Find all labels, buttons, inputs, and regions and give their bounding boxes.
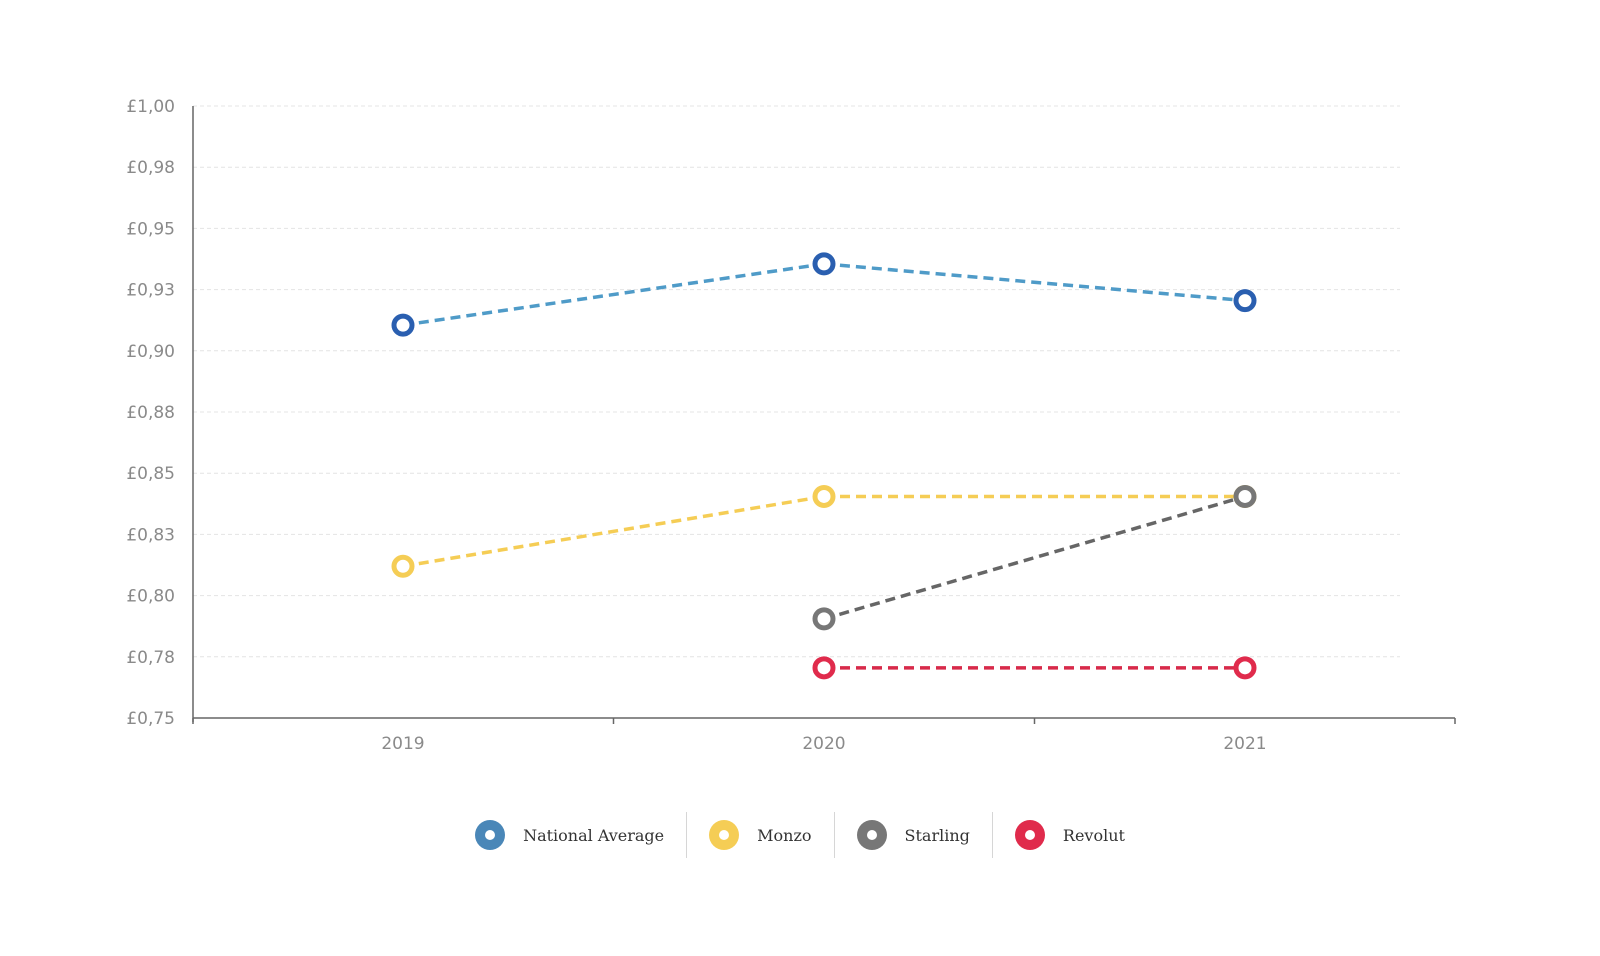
legend-label: Starling	[904, 825, 970, 845]
y-tick-label: £0,88	[126, 403, 175, 423]
y-tick-label: £0,98	[126, 158, 175, 178]
x-tick-label: 2020	[802, 734, 845, 754]
series-line-segment	[823, 262, 1246, 303]
data-point	[812, 484, 836, 508]
y-tick-label: £0,80	[126, 587, 175, 607]
gridlines	[193, 105, 1400, 658]
series-revolut	[812, 656, 1257, 680]
data-point	[812, 656, 836, 680]
data-point	[812, 607, 836, 631]
series-starling	[812, 484, 1257, 631]
series-line-segment	[823, 494, 1246, 621]
data-point	[1233, 484, 1257, 508]
y-tick-label: £0,95	[126, 219, 175, 239]
y-tick-label: £1,00	[126, 97, 175, 117]
y-tick-label: £0,90	[126, 342, 175, 362]
data-point	[391, 313, 415, 337]
legend-marker-icon	[1014, 820, 1045, 850]
x-tick-label: 2019	[381, 734, 424, 754]
x-axis-ticks: 2019 2020 2021	[381, 734, 1266, 754]
data-point	[1233, 656, 1257, 680]
axes	[192, 106, 1456, 724]
legend-item-revolut[interactable]: Revolut	[991, 812, 1147, 858]
legend-marker-icon	[856, 820, 887, 850]
data-point	[812, 252, 836, 276]
legend-marker-icon	[475, 820, 506, 850]
y-tick-label: £0,78	[126, 648, 175, 668]
legend-label: Revolut	[1062, 825, 1125, 845]
series-line-segment	[402, 262, 825, 327]
y-axis-ticks: £0,75 £0,78 £0,80 £0,83 £0,85 £0,88 £0,90 £0,93…	[126, 97, 175, 729]
x-tick-label: 2021	[1223, 734, 1266, 754]
y-tick-label: £0,83	[126, 525, 175, 545]
data-point	[391, 554, 415, 578]
y-tick-label: £0,75	[126, 709, 175, 729]
legend-marker-icon	[709, 820, 740, 850]
y-tick-label: £0,93	[126, 281, 175, 301]
legend-item-monzo[interactable]: Monzo	[686, 812, 833, 858]
series-layer	[391, 252, 1257, 680]
legend-item-starling[interactable]: Starling	[833, 812, 992, 858]
data-point	[1233, 289, 1257, 313]
legend-item-national-average[interactable]: National Average	[453, 812, 686, 858]
legend: National Average Monzo Starling Revolut	[0, 812, 1600, 858]
series-line-segment	[402, 494, 825, 568]
series-national-average	[391, 252, 1257, 337]
legend-label: National Average	[523, 825, 665, 845]
series-monzo	[391, 484, 1257, 578]
legend-label: Monzo	[757, 825, 812, 845]
y-tick-label: £0,85	[126, 464, 175, 484]
